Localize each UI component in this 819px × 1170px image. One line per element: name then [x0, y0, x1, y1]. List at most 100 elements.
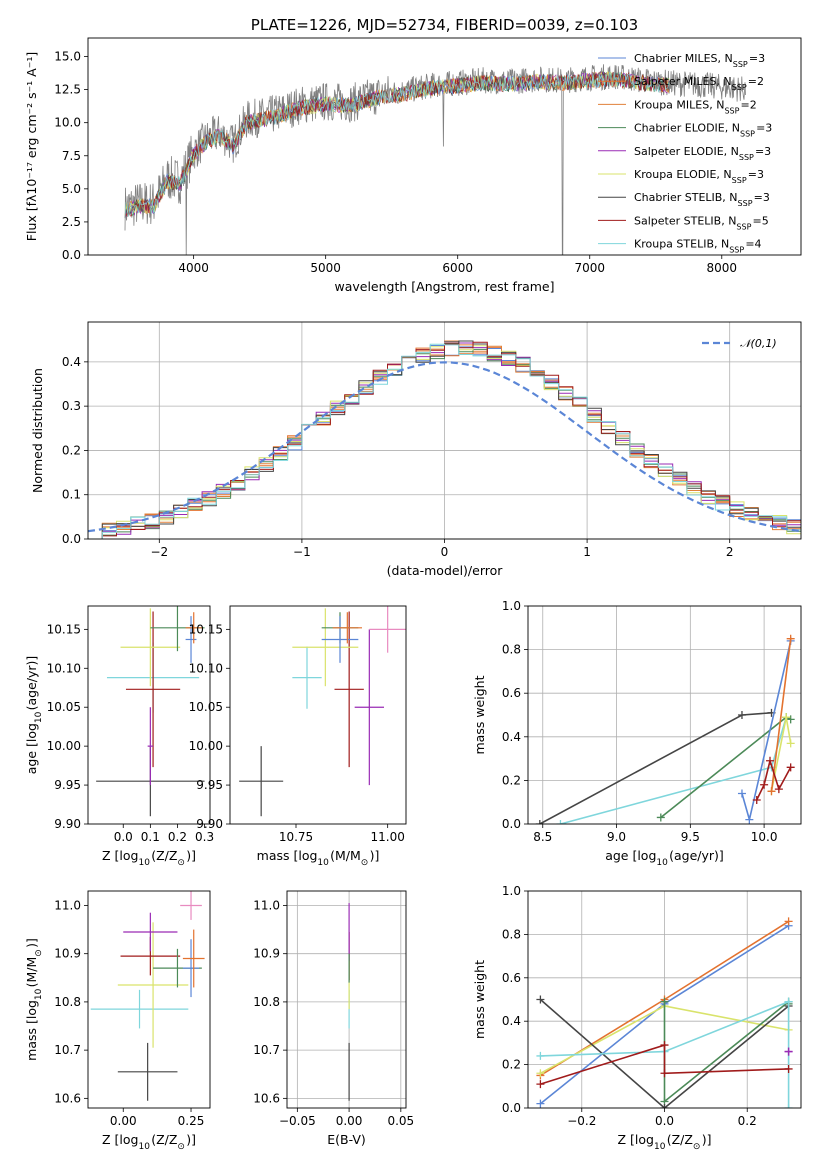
error-bar-point: [292, 646, 322, 709]
axes-frame: [527, 605, 802, 825]
error-bar-point: [185, 616, 197, 663]
y-tick-label: 7.5: [62, 149, 81, 163]
error-bar-point: [125, 611, 181, 768]
weight-series: [660, 997, 793, 1106]
error-bar-point: [180, 891, 202, 920]
y-tick-label: 0.4: [502, 1014, 521, 1028]
weight-marker: [786, 715, 795, 724]
legend-entry: Kroupa STELIB, NSSP =4: [634, 238, 762, 255]
weight-line: [663, 1000, 790, 1104]
y-tick-label: 10.8: [253, 995, 280, 1009]
legend: Chabrier MILES, NSSP =3 Salpeter MILES, N…: [598, 52, 772, 254]
error-bar-point: [369, 606, 406, 653]
y-axis-label: Normed distribution: [30, 368, 45, 493]
x-tick-label: 2: [726, 545, 734, 559]
panel-age_vs_Z: 0.0 0.1 0.2 0.3 9.90 9.95 10.00 10.05 10.10 10.15…: [24, 605, 214, 868]
y-tick-label: 10.7: [54, 1043, 81, 1057]
y-tick-label: 10.05: [47, 700, 81, 714]
legend-entry: Chabrier MILES, NSSP =3: [634, 52, 765, 69]
weight-series: [752, 756, 795, 805]
legend-entry: 𝒩(0,1): [740, 337, 777, 350]
x-axis-label: Z [log10 (Z/Z⊙ )]: [102, 1132, 196, 1152]
error-bar-point: [120, 608, 181, 687]
y-tick-label: 10.6: [253, 1091, 280, 1105]
x-axis-label: age [log10 (age/yr)]: [605, 848, 724, 868]
x-tick-label: −2: [150, 545, 168, 559]
y-tick-label: 10.8: [54, 995, 81, 1009]
weight-marker: [784, 1064, 793, 1073]
y-tick-label: 0.2: [502, 1058, 521, 1072]
x-tick-label: −1: [293, 545, 311, 559]
x-tick-label: −0.05: [279, 1114, 316, 1128]
weight-marker: [556, 820, 565, 824]
x-axis-label: (data-model)/error: [387, 563, 504, 578]
x-tick-label: 7000: [574, 261, 605, 275]
x-tick-label: 0.2: [168, 830, 187, 844]
y-tick-label: 11.0: [54, 898, 81, 912]
error-bar-point: [123, 912, 178, 952]
x-axis-label: Z [log10 (Z/Z⊙ )]: [102, 848, 196, 868]
axes-frame: [286, 890, 407, 1109]
weight-line: [770, 638, 792, 792]
weight-marker: [786, 634, 795, 643]
y-tick-label: 0.6: [502, 686, 521, 700]
x-tick-label: 6000: [442, 261, 473, 275]
panel-weight_vs_Z: −0.2 0.0 0.2 0.0 0.2 0.4 0.6 0.8 1.0 Z [log10 (Z/…: [472, 884, 802, 1152]
y-tick-label: 10.9: [253, 947, 280, 961]
x-tick-label: 0.2: [738, 1114, 757, 1128]
y-tick-label: 12.5: [54, 83, 81, 97]
y-tick-label: 9.90: [54, 817, 81, 831]
residual-histogram: [88, 341, 801, 539]
weight-series: [767, 634, 795, 796]
x-tick-label: 9.5: [681, 830, 700, 844]
legend-entry: Chabrier ELODIE, NSSP =3: [634, 122, 772, 139]
model-spectrum-line: [124, 71, 670, 218]
y-tick-label: 10.00: [47, 739, 81, 753]
y-tick-label: 10.9: [54, 947, 81, 961]
error-bar-point: [321, 616, 359, 663]
axes-frame: [527, 890, 802, 1109]
weight-marker: [536, 1099, 545, 1108]
model-spectrum-line: [124, 71, 670, 218]
error-bar-point: [185, 612, 202, 644]
normal-distribution-curve: [87, 361, 802, 533]
error-bar-point: [147, 707, 154, 786]
y-tick-label: 10.15: [47, 622, 81, 636]
weight-series: [535, 708, 776, 824]
y-tick-label: 1.0: [502, 599, 521, 613]
x-tick-label: 8.5: [533, 830, 552, 844]
weight-marker: [535, 820, 544, 824]
x-tick-label: 0.0: [114, 830, 133, 844]
weight-marker: [784, 997, 793, 1006]
axes-frame: [87, 37, 802, 256]
y-tick-label: 10.6: [54, 1091, 81, 1105]
y-axis-label: mass weight: [472, 960, 487, 1039]
error-bar-point: [117, 1042, 178, 1101]
x-tick-label: 5000: [310, 261, 341, 275]
weight-series: [784, 1047, 793, 1056]
y-tick-label: 0.0: [62, 532, 81, 546]
error-bar-point: [292, 608, 359, 687]
x-tick-label: 0.05: [387, 1114, 414, 1128]
x-tick-label: 10.75: [279, 830, 313, 844]
error-bar-point: [354, 629, 384, 786]
weight-marker: [536, 1051, 545, 1060]
axes-frame: [229, 605, 407, 825]
x-tick-label: 0.1: [141, 830, 160, 844]
y-tick-label: 10.10: [189, 661, 223, 675]
x-tick-label: 0.0: [655, 1114, 674, 1128]
weight-line: [540, 1044, 789, 1085]
y-tick-label: 0.4: [502, 730, 521, 744]
legend-entry: Chabrier STELIB, NSSP =3: [634, 191, 770, 208]
axes-frame: [87, 605, 211, 825]
legend-entry: Salpeter ELODIE, NSSP =3: [634, 145, 771, 162]
panel-age_vs_mass: 10.75 11.00 9.90 9.95 10.00 10.05 10.10 10.15 ma…: [189, 605, 407, 868]
y-tick-label: 0.2: [62, 443, 81, 457]
y-tick-label: 0.6: [502, 971, 521, 985]
y-axis-label: mass weight: [472, 675, 487, 754]
y-tick-label: 9.95: [54, 778, 81, 792]
weight-marker: [737, 711, 746, 719]
y-tick-label: 11.0: [253, 898, 280, 912]
weight-series: [737, 636, 795, 824]
